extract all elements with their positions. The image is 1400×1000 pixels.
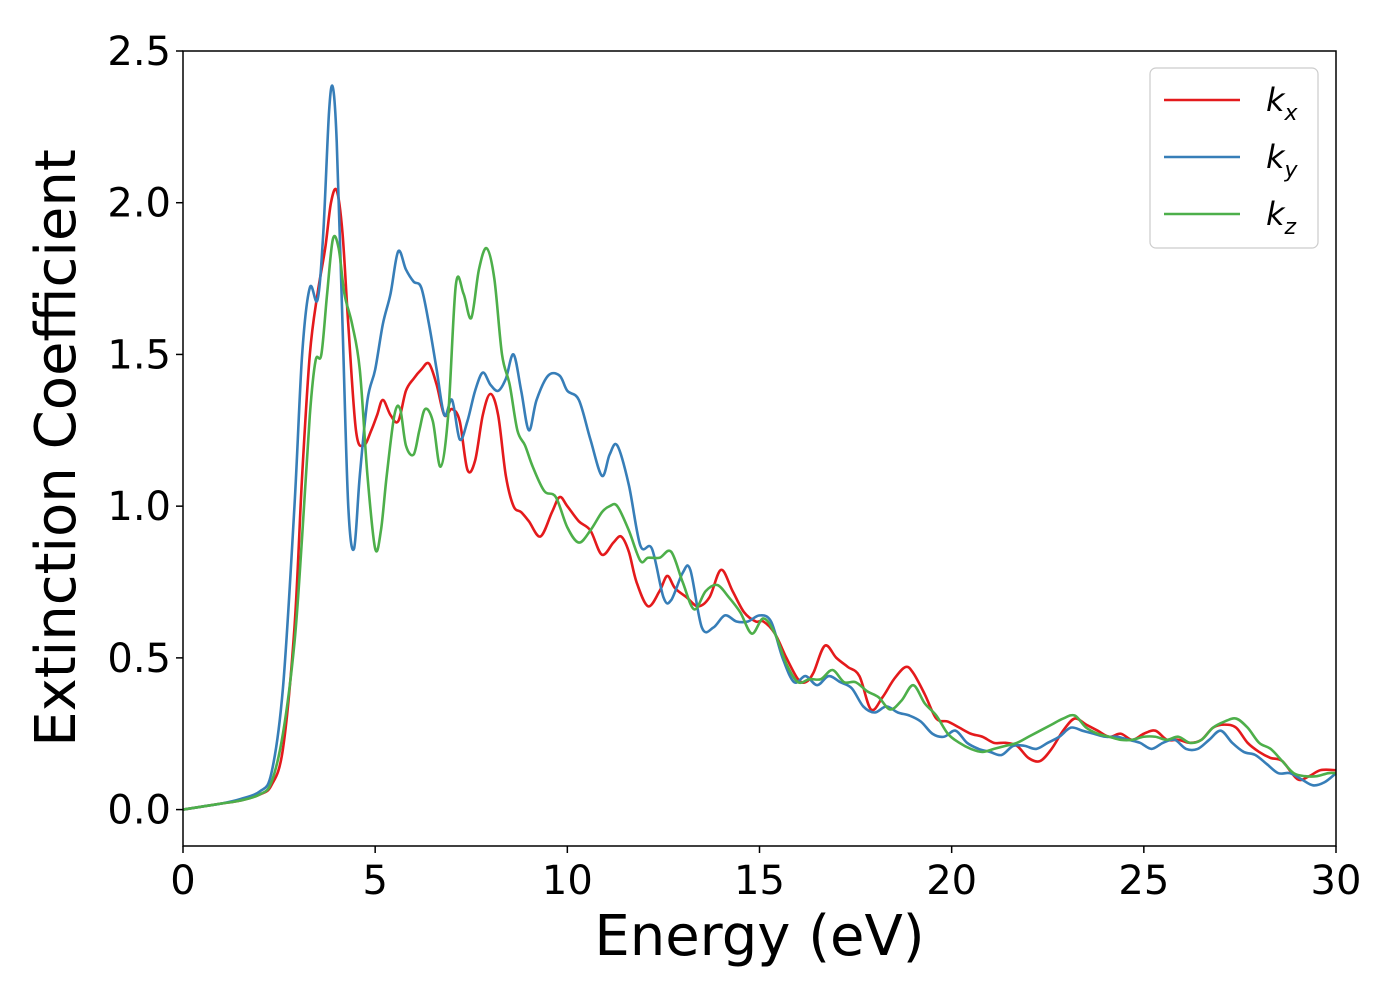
legend-item-kx: kx (1164, 81, 1299, 126)
x-tick-label: 0 (170, 858, 195, 904)
legend-item-kz: kz (1164, 195, 1297, 240)
x-tick-label: 5 (362, 858, 387, 904)
y-tick-label: 1.5 (107, 332, 171, 378)
y-tick-label: 2.0 (107, 181, 171, 227)
plot-area (183, 51, 1336, 846)
series-line-ky (182, 84, 1337, 811)
x-tick-label: 15 (734, 858, 785, 904)
y-tick-label: 0.0 (107, 788, 171, 834)
x-axis-title: Energy (eV) (594, 904, 924, 969)
x-axis: 0 5 10 15 20 25 30 (170, 846, 1361, 904)
x-tick-label: 20 (926, 858, 977, 904)
legend-label: kz (1266, 195, 1297, 240)
x-tick-label: 30 (1311, 858, 1362, 904)
y-tick-label: 1.0 (107, 484, 171, 530)
legend: kx ky kz (1149, 67, 1319, 249)
y-axis-title: Extinction Coefficient (24, 149, 89, 747)
y-tick-label: 2.5 (107, 29, 171, 75)
legend-label: kx (1266, 81, 1299, 126)
y-axis: 0.0 0.5 1.0 1.5 2.0 2.5 (107, 29, 183, 834)
series-line-kz (182, 234, 1337, 811)
x-tick-label: 10 (542, 858, 593, 904)
x-tick-label: 25 (1118, 858, 1169, 904)
y-tick-label: 0.5 (107, 636, 171, 682)
legend-label: ky (1266, 138, 1299, 183)
series-layer (182, 84, 1337, 811)
legend-item-ky: ky (1164, 138, 1299, 183)
